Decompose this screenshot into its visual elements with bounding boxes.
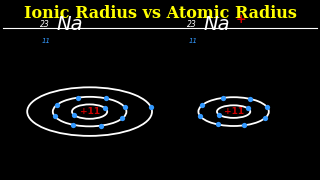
Text: +: + (235, 13, 246, 26)
Text: +11: +11 (80, 107, 100, 116)
Text: +11: +11 (224, 107, 244, 116)
Text: 11: 11 (189, 38, 198, 44)
Text: 23: 23 (187, 20, 197, 29)
Text: 23: 23 (40, 20, 50, 29)
Text: Na: Na (56, 15, 83, 34)
Text: Na: Na (203, 15, 230, 34)
Text: 11: 11 (42, 38, 51, 44)
Text: Ionic Radius vs Atomic Radius: Ionic Radius vs Atomic Radius (24, 5, 296, 22)
